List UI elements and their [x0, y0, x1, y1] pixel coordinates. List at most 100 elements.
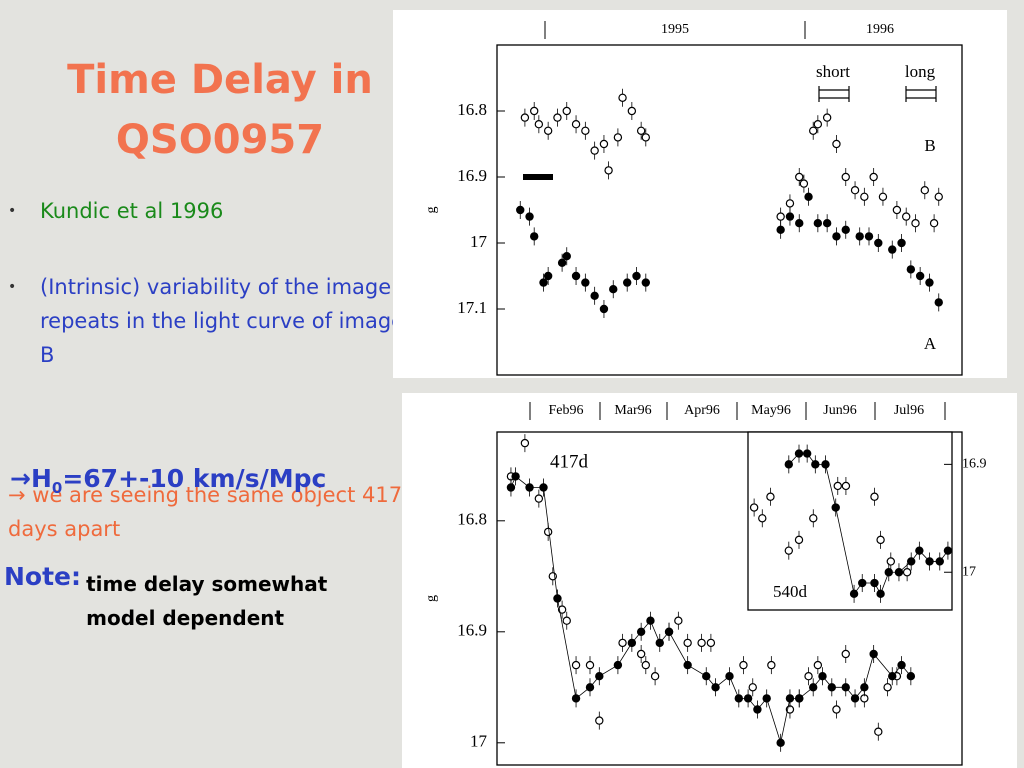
range-brackets	[523, 86, 937, 180]
data-point	[878, 192, 888, 201]
data-point	[613, 133, 623, 142]
data-point	[650, 672, 660, 681]
arrow: →	[10, 464, 31, 493]
note: Note: time delay somewhat model dependen…	[4, 562, 404, 635]
data-point	[557, 605, 567, 614]
data-point	[530, 232, 539, 241]
slide-title: Time Delay in QSO0957	[67, 57, 373, 163]
data-point	[520, 113, 530, 122]
data-point	[794, 535, 804, 545]
data-point	[674, 616, 683, 625]
top-label: 1996	[866, 22, 894, 37]
data-point	[543, 527, 553, 537]
data-point	[636, 126, 646, 136]
data-point	[599, 139, 609, 149]
data-point	[795, 694, 804, 703]
y-tick-label: 16.9	[457, 166, 487, 185]
data-point	[833, 481, 842, 491]
data-point	[618, 93, 627, 103]
data-point	[813, 660, 823, 670]
data-point	[897, 660, 906, 670]
data-point	[802, 449, 812, 458]
data-point	[734, 694, 744, 703]
data-point	[906, 265, 916, 274]
data-point	[525, 212, 534, 221]
series	[506, 434, 902, 741]
data-point	[595, 716, 604, 725]
data-point	[641, 660, 651, 670]
data-point	[539, 483, 548, 492]
data-point	[822, 113, 832, 122]
y-tick-label: 17	[962, 564, 976, 579]
data-point	[870, 578, 879, 588]
data-point	[581, 278, 590, 287]
data-point	[585, 660, 595, 670]
data-point	[832, 705, 841, 714]
result: →H0=67+-10 km/s/Mpc	[10, 464, 326, 497]
subscript: 0	[51, 479, 63, 497]
data-point	[799, 179, 809, 188]
data-point	[809, 514, 818, 523]
data-point	[706, 638, 716, 648]
data-point	[832, 139, 841, 149]
data-point	[581, 126, 590, 136]
data-point	[804, 672, 813, 681]
top-label: 1995	[661, 22, 689, 37]
annotation: short	[816, 62, 850, 81]
y-tick-label: 16.9	[962, 457, 987, 472]
data-point	[874, 727, 883, 736]
data-point	[849, 589, 859, 599]
data-point	[646, 616, 655, 625]
data-point	[627, 638, 637, 648]
data-point	[511, 472, 520, 481]
series	[520, 88, 943, 233]
data-point	[739, 660, 748, 670]
data-point	[641, 278, 651, 287]
data-point	[604, 166, 613, 175]
data-point	[585, 683, 595, 692]
y-axis-label: g	[424, 207, 439, 214]
data-point	[821, 460, 830, 469]
annotation: 417d	[550, 451, 589, 472]
data-point	[841, 649, 850, 659]
data-point	[813, 218, 823, 228]
data-point	[613, 660, 623, 670]
plot-frame	[496, 44, 963, 376]
note-label: Note:	[4, 562, 82, 591]
data-point	[571, 694, 581, 703]
data-point	[776, 738, 785, 748]
data-point	[632, 271, 641, 281]
symbol: H	[30, 464, 52, 493]
data-point	[609, 285, 618, 294]
data-point	[776, 212, 785, 221]
data-point	[553, 594, 562, 603]
plot-frame	[496, 431, 963, 766]
data-point	[702, 672, 711, 681]
data-point	[818, 672, 827, 681]
data-point	[785, 694, 795, 703]
data-point	[897, 238, 906, 248]
data-point	[935, 557, 944, 566]
data-point	[627, 106, 637, 116]
data-point	[776, 225, 785, 234]
data-point	[758, 514, 767, 523]
data-point	[595, 672, 604, 681]
data-point	[813, 119, 823, 129]
bullet-text: (Intrinsic) variability of the image A r…	[40, 275, 413, 367]
data-point	[888, 672, 897, 681]
data-point	[623, 278, 632, 287]
data-point	[516, 205, 525, 215]
data-point	[888, 245, 897, 254]
annotation: B	[924, 136, 935, 155]
data-point	[767, 660, 776, 670]
data-point	[655, 638, 664, 648]
bullet: Kundic et al 1996	[0, 194, 440, 228]
data-point	[664, 627, 674, 637]
data-point	[850, 694, 860, 703]
data-point	[571, 119, 581, 129]
annotation: 540d	[773, 582, 808, 601]
data-point	[870, 492, 879, 501]
data-point	[641, 133, 651, 142]
data-point	[876, 589, 885, 599]
